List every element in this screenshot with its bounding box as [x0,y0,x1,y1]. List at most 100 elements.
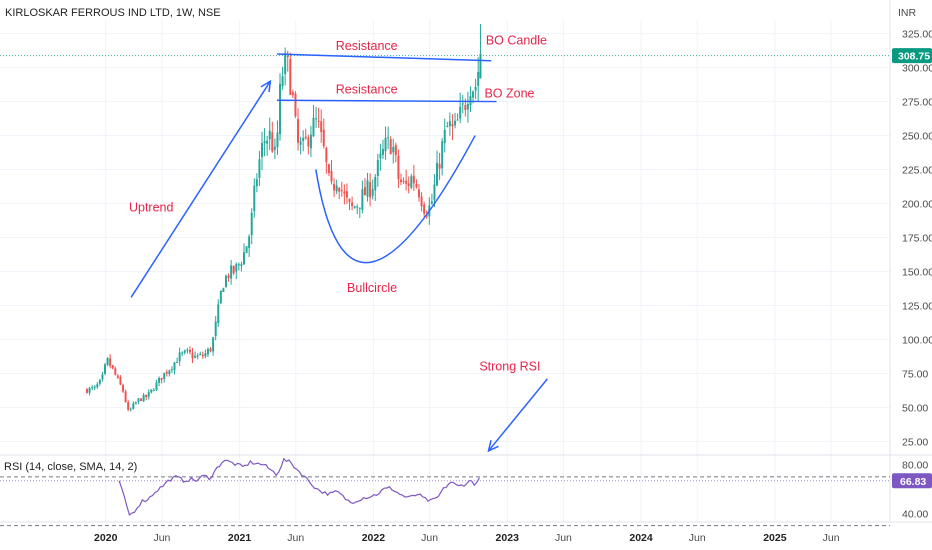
candle [140,398,143,402]
candle-body [472,91,475,98]
candle [98,379,101,386]
rsi-indicator-label[interactable]: RSI (14, close, SMA, 14, 2) [4,461,137,473]
candle [224,274,227,288]
bullcircle-curve [315,135,476,264]
candle [245,246,248,254]
candle [170,366,173,374]
last-price-badge: 308.75 [892,48,932,64]
candle [196,353,199,360]
rsi-tick-label: 40.00 [902,508,928,520]
candle [258,150,261,186]
candle-body [459,106,462,119]
candle-body [338,187,341,192]
price-tick-label: 150.00 [902,266,932,278]
last-price-value: 308.75 [898,51,930,63]
candle [343,184,346,205]
candle-body [407,183,410,186]
candle [150,389,153,394]
candle-body [271,132,274,152]
candle-body [356,206,359,208]
candle-body [176,361,179,363]
candle-body [191,352,194,359]
candle-body [392,146,395,153]
candle [392,138,395,164]
candle [387,126,390,150]
candle [129,407,132,412]
currency-label: INR [898,7,917,19]
candle [119,375,122,386]
candle-body [320,121,323,133]
candle [261,131,264,171]
candle [194,351,197,359]
candle-body [438,163,441,169]
candle [327,163,330,177]
candle-body [381,149,384,155]
candle-body [142,394,145,402]
candle [127,399,130,412]
candle-body [376,160,379,177]
candle [106,357,109,367]
candle [376,153,379,187]
candle [173,361,176,375]
candle-body [291,92,294,95]
candle-body [297,119,300,143]
candle [297,108,300,151]
candle-body [425,215,428,217]
candle [407,176,410,194]
candle-body [245,246,248,254]
candle-body [209,348,212,352]
candle [165,369,168,377]
candle [176,357,179,363]
price-tick-label: 25.00 [902,436,928,448]
candle-body [183,350,186,353]
candle [114,366,117,376]
candle [456,113,459,121]
candle-body [158,377,161,383]
candle-body [206,348,209,355]
candle-body [286,55,289,57]
candle-body [333,183,336,191]
candle-body [433,184,436,201]
candle [302,130,305,152]
candle [88,386,91,396]
candle-body [261,142,264,158]
candle [255,173,258,193]
candle-body [240,264,243,266]
candle [356,204,359,215]
candle-body [214,321,217,337]
candle-body [477,71,480,86]
candle [405,169,408,191]
candle-body [232,265,235,274]
candle-body [88,387,91,393]
lower-resistance-line [277,99,497,103]
candle-body [461,103,464,105]
candle-body [91,387,94,389]
bo-candle-label: BO Candle [486,33,547,47]
candle-body [170,369,173,371]
strong-rsi-arrow-shaft [487,378,548,452]
candle-body [147,392,150,397]
candle [399,173,402,186]
candle [441,138,444,176]
candle-body [353,206,356,208]
candle-body [224,275,227,287]
candle-body [399,179,402,183]
candle-body [217,304,220,324]
candle-body [127,402,130,410]
price-tick-label: 50.00 [902,402,928,414]
resistance-lower-label: Resistance [336,82,398,96]
rsi-axis: 80.00 40.00 [0,460,928,527]
candle-body [279,83,282,135]
candle-body [168,370,171,375]
upper-resistance-line [277,53,492,62]
candle [111,364,114,370]
candle-body [194,355,197,358]
strong-rsi-arrow-head [487,440,499,453]
price-tick-label: 325.00 [902,29,932,41]
candle-body [242,252,245,265]
time-tick-label: Jun [153,532,170,544]
candle-body [114,368,117,375]
candle [322,118,325,149]
